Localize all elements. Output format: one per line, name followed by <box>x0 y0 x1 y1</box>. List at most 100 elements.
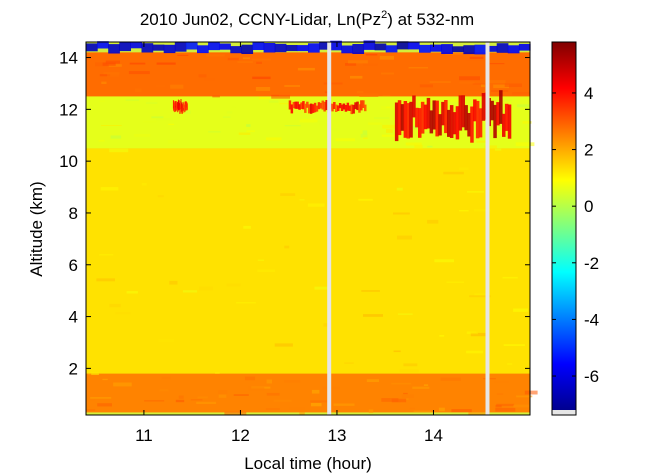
heatmap-cell <box>380 106 403 110</box>
heatmap-cell <box>503 99 512 101</box>
heatmap-cell <box>496 393 504 395</box>
heatmap-cell <box>285 45 298 52</box>
heatmap-cell <box>381 398 399 402</box>
heatmap-cell <box>99 74 111 77</box>
heatmap-cell <box>157 195 164 198</box>
heatmap-cell <box>467 89 483 91</box>
y-tick-label: 4 <box>69 308 78 327</box>
heatmap-cell <box>385 45 398 53</box>
heatmap-cell <box>481 84 485 88</box>
heatmap-cell <box>323 323 331 327</box>
heatmap-cell <box>298 104 301 110</box>
heatmap-cell <box>252 42 265 50</box>
heatmap-cell <box>311 104 315 113</box>
heatmap-cell <box>455 106 460 140</box>
heatmap-cell <box>472 83 490 85</box>
heatmap-cell <box>489 63 505 65</box>
heatmap-cell <box>435 100 439 137</box>
heatmap-cell <box>420 101 425 134</box>
heatmap-cell <box>218 394 227 398</box>
heatmap-cell <box>363 314 383 317</box>
heatmap-cell <box>263 43 276 53</box>
heatmap-cell <box>350 75 363 79</box>
heatmap-cell <box>307 203 325 207</box>
heatmap-cell <box>274 43 287 53</box>
heatmap-cell <box>358 198 373 201</box>
heatmap-cell <box>311 389 320 394</box>
heatmap-cell <box>499 90 503 124</box>
heatmap-cell <box>419 84 433 88</box>
heatmap-cell <box>102 62 116 66</box>
heatmap-cell <box>352 104 355 114</box>
heatmap-cell <box>197 396 208 399</box>
heatmap-cell <box>226 111 233 114</box>
heatmap-cell <box>266 379 272 384</box>
heatmap-cell <box>268 100 279 103</box>
heatmap-cell <box>319 102 323 109</box>
heatmap-cell <box>399 369 419 373</box>
heatmap-cell <box>333 102 336 109</box>
heatmap-cell <box>429 81 451 83</box>
heatmap-cell <box>466 350 484 354</box>
heatmap-cell <box>344 105 348 112</box>
heatmap-cell <box>502 113 506 137</box>
heatmap-cell <box>496 43 509 53</box>
heatmap-cell <box>167 139 178 144</box>
heatmap-cell <box>405 142 422 146</box>
heatmap-cell <box>309 103 313 114</box>
y-tick-label: 8 <box>69 204 78 223</box>
heatmap-cell <box>412 95 416 118</box>
y-tick-label: 10 <box>59 152 78 171</box>
heatmap-cell <box>474 44 487 55</box>
heatmap-cell <box>152 44 165 51</box>
heatmap-cell <box>313 102 317 113</box>
colorbar-tick-label: 2 <box>584 141 593 160</box>
heatmap-cell <box>290 104 294 114</box>
heatmap-cell <box>450 99 463 102</box>
heatmap-cell <box>331 128 337 131</box>
heatmap-cell <box>504 83 522 87</box>
heatmap-cell <box>331 103 334 112</box>
heatmap-cell <box>97 403 112 407</box>
heatmap-cell <box>427 219 439 224</box>
heatmap-cell <box>365 53 378 56</box>
heatmap-cell <box>215 372 220 374</box>
chart-title: 2010 Jun02, CCNY-Lidar, Ln(Pz2) at 532-n… <box>140 9 474 29</box>
heatmap-cell <box>350 104 353 115</box>
heatmap-cell <box>141 183 147 186</box>
heatmap-cell <box>314 121 326 124</box>
heatmap-cell <box>493 84 509 89</box>
heatmap-cell <box>248 386 265 391</box>
heatmap-cell <box>185 41 198 50</box>
heatmap-cell <box>236 302 256 304</box>
heatmap-cell <box>362 130 368 135</box>
heatmap-cell <box>423 384 429 386</box>
heatmap-cell <box>134 133 151 137</box>
heatmap-cell <box>110 135 122 139</box>
heatmap-cell <box>432 100 436 130</box>
heatmap-cell <box>363 40 376 50</box>
heatmap-cell <box>381 72 394 75</box>
colorbar-nodata-swatch <box>552 410 576 415</box>
heatmap-cell <box>338 103 342 109</box>
heatmap-cell <box>113 382 132 387</box>
heatmap-cell <box>308 43 320 53</box>
x-tick-label: 11 <box>135 426 153 445</box>
heatmap-cell <box>125 99 139 101</box>
heatmap-cell <box>342 103 346 110</box>
heatmap-cell <box>346 102 350 111</box>
heatmap-cell <box>393 212 410 215</box>
heatmap-cell <box>173 100 175 111</box>
heatmap-cell <box>485 45 498 52</box>
heatmap-cell <box>184 104 186 113</box>
heatmap-cell <box>170 84 184 89</box>
heatmap-cell <box>227 57 239 61</box>
heatmap-cell <box>441 44 453 54</box>
heatmap-cell <box>273 399 292 402</box>
heatmap-cell <box>319 123 334 126</box>
heatmap-cell <box>187 103 188 110</box>
heatmap-cell <box>481 93 486 121</box>
heatmap-cell <box>284 85 300 87</box>
heatmap-cell <box>178 395 184 399</box>
